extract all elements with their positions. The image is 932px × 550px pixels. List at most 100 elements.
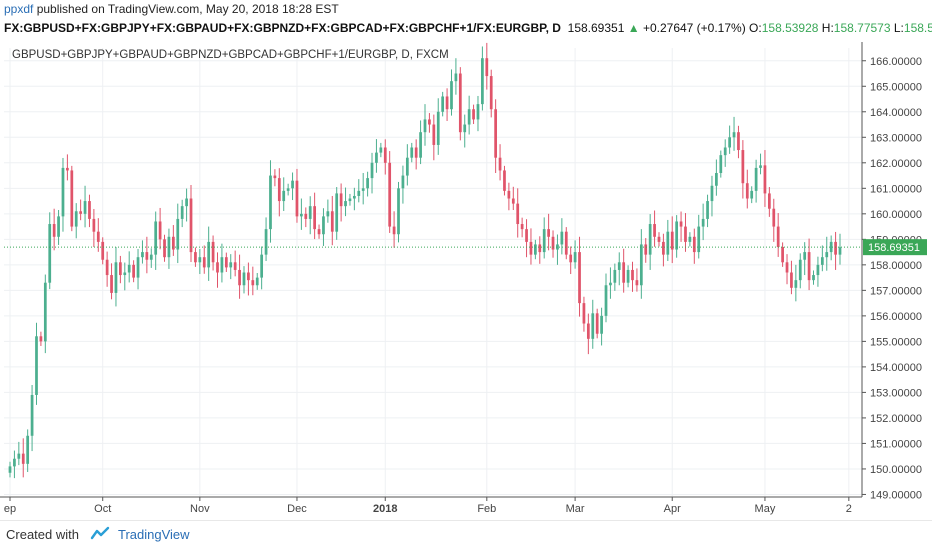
x-tick-label: 2 [846,503,852,515]
candle-body [220,257,224,273]
candle-body [556,244,559,250]
y-tick-label: 151.00000 [870,438,922,450]
candle-body [551,236,555,250]
candle-body [560,231,564,245]
candle-body [816,264,820,276]
candle-body [392,226,396,235]
candle-body [61,167,65,217]
candle-body [388,162,392,227]
x-tick-label: Oct [94,503,111,515]
candle-body [688,236,692,242]
candle-body [304,213,308,219]
candle-body [670,231,674,250]
candle-body [454,73,458,82]
candle-body [264,229,268,255]
candlestick-chart[interactable]: 149.00000 150.00000 151.00000 152.00000 153.… [0,42,932,520]
candle-body [326,211,330,217]
candle-body [697,226,701,253]
candle-body [423,119,427,133]
candle-body [604,285,608,316]
y-tick-label: 154.00000 [870,362,922,374]
candle-body [114,262,118,293]
candle-body [260,254,264,278]
candle-body [467,109,471,125]
candle-body [498,157,502,171]
candle-body [737,132,740,151]
candle-body [149,254,153,260]
candle-body [123,272,127,276]
chart-frame[interactable]: 149.00000 150.00000 151.00000 152.00000 153.… [0,42,932,520]
candle-body [57,216,60,237]
candle-body [282,190,286,202]
candle-body [631,269,634,281]
candle-body [224,257,228,268]
candle-body [547,229,550,237]
candle-body [481,58,484,105]
candle-body [450,81,453,110]
candle-body [105,259,109,276]
tradingview-cloud-icon [89,522,111,550]
candle-body [639,244,643,286]
candle-body [578,252,581,304]
candle-body [489,76,493,110]
y-tick-label: 166.00000 [870,56,922,68]
tradingview-link[interactable]: TradingView [118,527,190,542]
y-tick-label: 158.00000 [870,260,922,272]
candle-body [242,272,246,286]
candle-body [277,178,281,202]
candle-body [383,147,387,163]
candle-body [591,313,595,339]
y-tick-label: 161.00000 [870,183,922,195]
candle-body [763,165,767,194]
candle-body [613,269,617,283]
footer: Created with TradingView [0,520,932,550]
candle-body [21,453,25,464]
candle-body [414,147,418,158]
candle-body [458,73,462,133]
publisher-username[interactable]: ppxdf [4,2,34,16]
candle-body [617,262,621,270]
candle-body [52,224,56,237]
candle-body [701,218,705,227]
open-label: O: [749,21,762,35]
candle-body [445,96,449,110]
last-price: 158.69351 [567,21,625,35]
candle-body [83,201,87,214]
candle-body [202,257,206,268]
candle-body [719,155,723,174]
candle-body [189,198,193,253]
candle-body [485,58,489,77]
symbol-info-bar: FX:GBPUSD+FX:GBPJPY+FX:GBPAUD+FX:GBPNZD+… [0,18,932,38]
candle-body [291,180,294,189]
candle-body [520,224,524,230]
candle-body [569,254,573,263]
x-tick-label: Feb [477,503,496,515]
candle-body [595,313,599,334]
candle-body [600,315,603,334]
high-value: 158.77573 [833,21,891,35]
candle-body [503,170,506,191]
candle-body [322,216,325,235]
candle-body [401,175,405,189]
candle-body [419,132,422,158]
candle-body [375,152,378,163]
candle-body [344,201,347,207]
candle-body [255,277,259,286]
candle-body [781,246,784,263]
up-arrow-icon: ▲ [627,21,640,35]
publisher-line: ppxdf published on TradingView.com, May … [0,0,932,18]
candle-body [79,211,83,214]
candle-body [154,221,158,255]
candle-body [366,178,369,189]
candle-body [776,226,780,247]
candle-body [269,175,272,230]
x-tick-label: Apr [664,503,681,515]
candle-body [26,435,30,464]
candle-body [463,124,467,133]
candle-body [476,104,480,120]
candle-body [66,167,69,171]
symbol-name[interactable]: FX:GBPUSD+FX:GBPJPY+FX:GBPAUD+FX:GBPNZD+… [4,21,561,35]
x-tick-label: Nov [190,503,210,515]
candle-body [609,282,612,286]
candle-body [662,241,665,255]
